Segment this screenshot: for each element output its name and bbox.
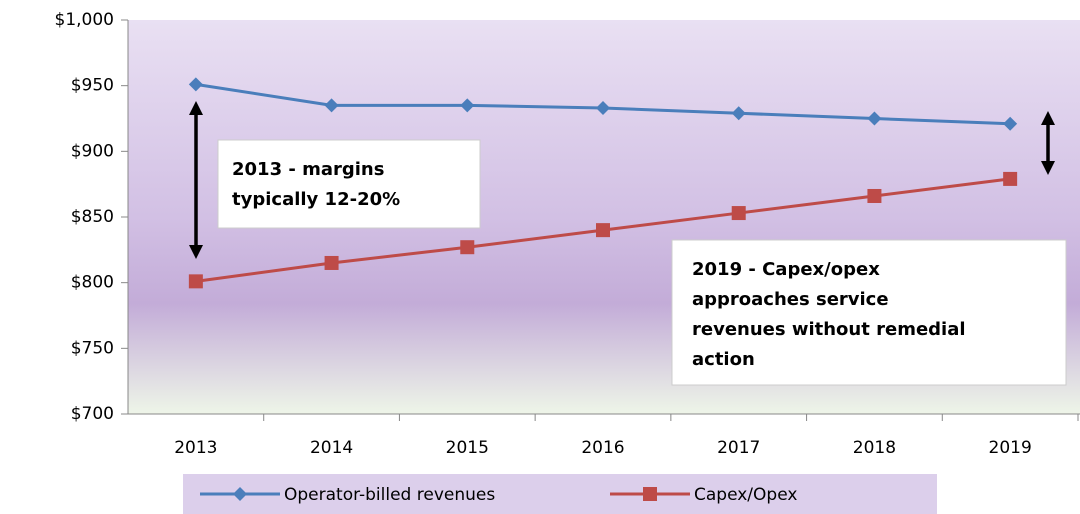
x-tick-label: 2016 — [581, 438, 624, 458]
point — [1003, 171, 1018, 186]
annotation: approaches service — [692, 289, 889, 310]
annotation: typically 12-20% — [232, 189, 400, 210]
y-tick-label: $700 — [71, 404, 114, 424]
point — [731, 206, 746, 221]
annotation: 2013 - margins — [232, 159, 384, 180]
x-tick-label: 2018 — [853, 438, 896, 458]
point — [460, 240, 475, 255]
point — [731, 106, 746, 121]
legend — [183, 474, 937, 514]
point — [188, 274, 203, 289]
y-tick-label: $800 — [71, 273, 114, 293]
annotation-box — [217, 139, 481, 229]
point — [643, 487, 657, 501]
point — [867, 188, 882, 203]
y-tick-label: $850 — [71, 207, 114, 227]
point — [460, 98, 475, 113]
point — [233, 487, 247, 501]
point — [596, 223, 610, 238]
annotation: action — [692, 349, 755, 370]
point — [867, 111, 882, 126]
point — [324, 98, 339, 113]
x-tick-label: 2017 — [717, 438, 760, 458]
annotation-box — [671, 239, 1067, 386]
point — [596, 100, 610, 115]
x-tick-label: 2015 — [446, 438, 489, 458]
point — [324, 255, 339, 270]
point — [188, 77, 203, 92]
x-tick-label: 2013 — [174, 438, 217, 458]
annotation: 2019 - Capex/opex — [692, 259, 880, 280]
annotation: revenues without remedial — [692, 319, 966, 340]
point — [1003, 116, 1018, 131]
y-tick-label: $900 — [71, 141, 114, 161]
legend-label: Capex/Opex — [694, 485, 797, 505]
legend-label: Operator-billed revenues — [284, 485, 495, 505]
y-tick-label: $950 — [71, 76, 114, 96]
x-tick-label: 2019 — [989, 438, 1032, 458]
y-tick-label: $750 — [71, 338, 114, 358]
x-tick-label: 2014 — [310, 438, 353, 458]
y-tick-label: $1,000 — [55, 10, 114, 30]
